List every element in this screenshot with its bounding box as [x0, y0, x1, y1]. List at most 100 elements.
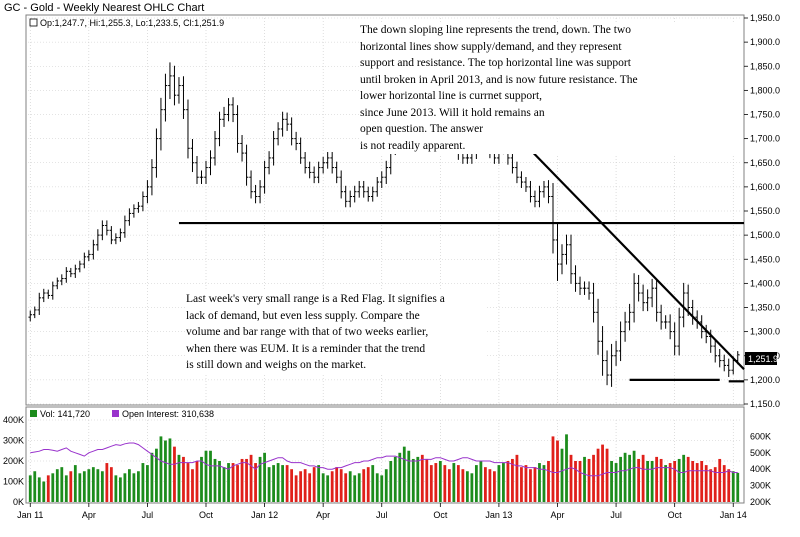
volume-bar — [308, 473, 312, 502]
ohlc-bar — [375, 176, 380, 197]
volume-bar — [60, 467, 64, 502]
volume-bar — [123, 473, 127, 502]
volume-bar — [673, 461, 677, 502]
ohlc-bar — [722, 354, 727, 372]
ohlc-bar — [582, 281, 587, 295]
oi-legend: Open Interest: 310,638 — [122, 409, 214, 419]
volume-bar — [389, 461, 393, 502]
volume-bar — [470, 473, 474, 502]
volume-tick-label: 400K — [3, 415, 24, 425]
oi-tick-label: 600K — [750, 431, 771, 441]
chart-title: GC - Gold - Weekly Nearest OHLC Chart — [4, 2, 205, 14]
volume-bar — [664, 465, 668, 502]
volume-bar — [375, 473, 379, 502]
ohlc-bar — [591, 282, 596, 323]
volume-bar — [245, 458, 248, 502]
volume-bar — [493, 471, 496, 502]
price-tick-label: 1,200.0 — [750, 375, 780, 385]
ohlc-bar — [330, 152, 334, 174]
ohlc-bar — [303, 152, 307, 174]
volume-bar — [542, 465, 546, 502]
volume-bar — [632, 450, 636, 502]
volume-bar — [227, 463, 230, 502]
ohlc-bar — [73, 264, 78, 278]
ohlc-bar — [528, 180, 533, 203]
volume-bar — [506, 461, 510, 502]
annotation-note-top: The down sloping line represents the tre… — [360, 22, 740, 154]
volume-bar — [429, 465, 433, 502]
volume-bar — [402, 446, 406, 502]
volume-bar — [87, 469, 91, 502]
ohlc-bar — [69, 267, 73, 278]
ohlc-bar — [370, 186, 375, 202]
ohlc-bar — [600, 326, 605, 376]
ohlc-bar — [668, 314, 672, 340]
ohlc-bar — [524, 176, 528, 192]
ohlc-bar — [199, 170, 204, 184]
volume-bar — [42, 481, 46, 502]
volume-bar — [411, 458, 415, 502]
open-interest-layer — [30, 442, 738, 477]
oi-tick-label: 500K — [750, 448, 771, 458]
volume-bar — [240, 458, 244, 502]
volume-bar — [682, 454, 686, 502]
ohlc-bar — [159, 97, 163, 151]
volume-bar — [195, 461, 199, 502]
volume-tick-label: 200K — [3, 456, 24, 466]
ohlc-bar — [82, 252, 87, 269]
volume-bar — [605, 448, 609, 502]
volume-bar — [574, 461, 577, 502]
volume-bar — [249, 454, 253, 502]
volume-bar — [695, 463, 699, 502]
ohlc-bar — [50, 281, 55, 300]
ohlc-bar — [258, 180, 262, 204]
ohlc-bar — [127, 208, 132, 226]
x-tick-label: Oct — [433, 510, 448, 520]
ohlc-bar — [91, 239, 96, 260]
volume-bar — [668, 463, 672, 502]
volume-tick-label: 100K — [3, 477, 24, 487]
price-tick-label: 1,150.0 — [750, 399, 780, 409]
price-tick-label: 1,950.0 — [750, 13, 780, 23]
volume-legend-swatch — [30, 410, 37, 417]
ohlc-bar — [280, 111, 285, 137]
ohlc-bar — [645, 289, 650, 312]
volume-bar — [420, 454, 424, 502]
volume-bar — [384, 469, 388, 502]
volume-bar — [182, 456, 185, 502]
volume-bar — [623, 452, 627, 502]
ohlc-bar — [118, 228, 123, 242]
price-legend-swatch — [29, 18, 38, 27]
volume-bar — [335, 467, 339, 502]
volume-bar — [78, 473, 82, 502]
volume-bar — [258, 456, 262, 502]
open-interest-line — [30, 442, 738, 477]
volume-bar — [155, 448, 158, 502]
ohlc-bar — [240, 135, 244, 162]
volume-bar — [700, 461, 704, 502]
volume-bar — [583, 456, 586, 502]
ohlc-bar — [271, 131, 276, 166]
volume-bar — [55, 469, 59, 502]
ohlc-bar — [163, 73, 168, 122]
ohlc-bar — [641, 284, 645, 312]
volume-bar — [556, 440, 559, 502]
ohlc-bar — [334, 161, 339, 184]
volume-axis: 0K 100K 200K 300K 400K 200K 300K 400K 500K 600K — [3, 415, 771, 507]
ohlc-bar — [605, 350, 609, 386]
volume-bar — [560, 448, 564, 502]
ohlc-bar — [213, 131, 217, 166]
annotation-note-bottom: Last week's very small range is a Red Fl… — [186, 291, 486, 374]
last-price-box — [745, 352, 777, 365]
ohlc-bar — [78, 260, 82, 273]
volume-bar — [141, 463, 145, 502]
ohlc-bar — [650, 278, 654, 308]
ohlc-bar — [569, 234, 573, 284]
volume-bar — [731, 471, 735, 502]
ohlc-bar — [208, 150, 213, 176]
volume-bar — [362, 469, 366, 502]
ohlc-bar — [168, 62, 172, 100]
ohlc-bar — [560, 244, 564, 275]
ohlc-bar — [343, 185, 348, 208]
